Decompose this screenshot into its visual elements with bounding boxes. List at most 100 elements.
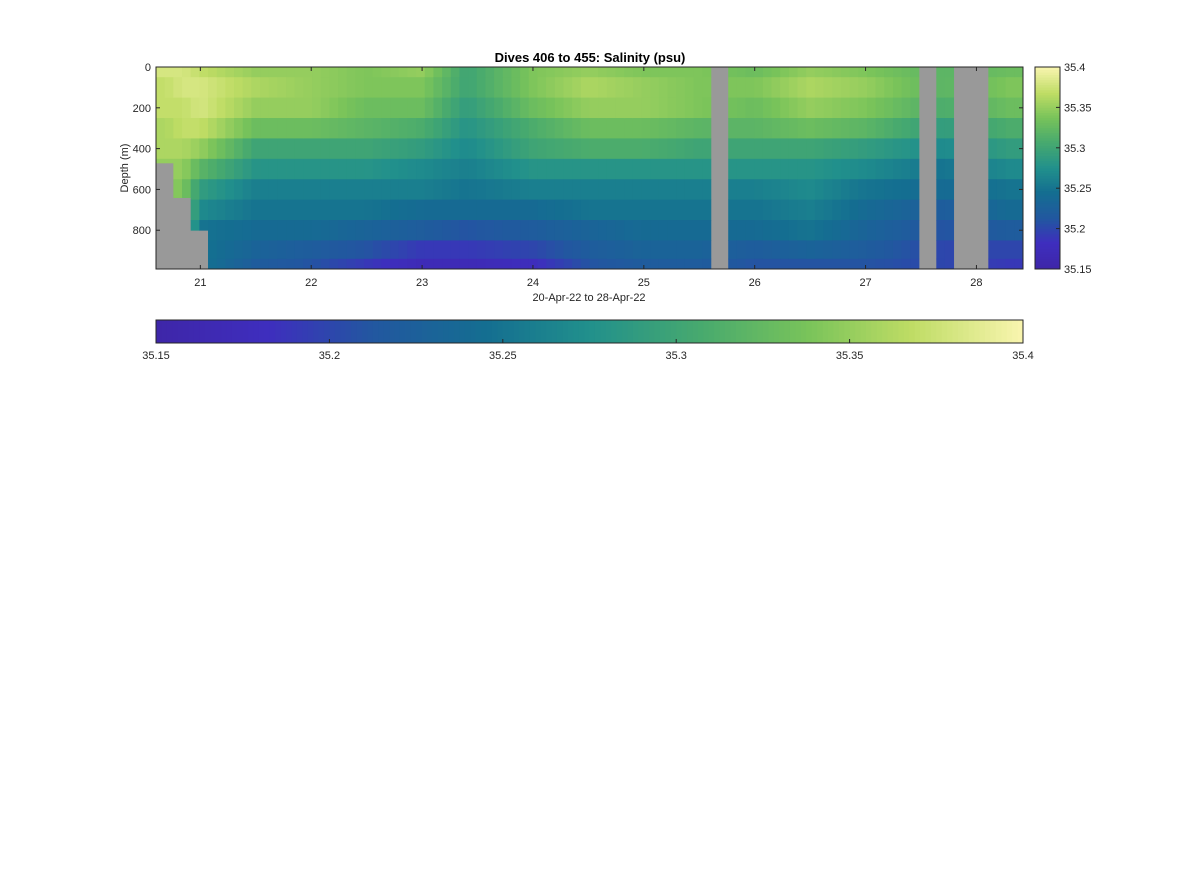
heatmap-cell [849,67,859,78]
heatmap-cell [156,118,166,139]
heatmap-cell [875,158,885,180]
heatmap-cell [554,77,564,98]
heatmap-cell [476,199,486,221]
heatmap-cell [814,199,824,221]
horizontal-colorbar-swatch [762,320,769,343]
horizontal-colorbar-swatch [594,320,601,343]
heatmap-cell [788,97,798,119]
heatmap-cell [589,97,599,119]
heatmap-cell [823,77,833,98]
heatmap-cell [762,67,772,78]
horizontal-colorbar-swatch [166,320,173,343]
horizontal-colorbar-tick-label: 35.25 [489,350,517,362]
heatmap-cell [528,138,538,160]
horizontal-colorbar-swatch [703,320,710,343]
horizontal-colorbar-swatch [437,320,444,343]
y-tick-label: 200 [133,103,151,115]
vertical-colorbar-swatch [1035,178,1060,182]
heatmap-cell [520,138,530,160]
heatmap-cell [320,97,330,119]
heatmap-cell [650,97,660,119]
heatmap-cell [199,158,209,180]
heatmap-cell [407,220,417,241]
heatmap-cell [814,158,824,180]
heatmap-cell [476,258,486,269]
heatmap-cell [866,97,877,119]
vertical-colorbar-swatch [1035,248,1060,252]
heatmap-cell [996,138,1007,160]
heatmap-cell [355,67,365,78]
heatmap-cell [658,258,668,269]
heatmap-cell [650,258,660,269]
heatmap-cell [294,138,304,160]
heatmap-cell [832,67,842,78]
heatmap-cell [615,77,625,98]
heatmap-cell [494,138,504,160]
heatmap-cell [892,258,903,269]
heatmap-cell [416,158,426,180]
heatmap-cell [762,258,772,269]
horizontal-colorbar-swatch [356,320,363,343]
heatmap-cell [190,220,200,231]
heatmap-cell [797,220,807,241]
heatmap-cell [450,179,460,201]
heatmap-cell [780,97,790,119]
horizontal-colorbar-swatch [459,320,466,343]
horizontal-colorbar-swatch [296,320,303,343]
heatmap-cell [260,179,270,201]
heatmap-cell [1014,158,1023,180]
heatmap-cell [320,77,330,98]
heatmap-cell [520,258,530,269]
heatmap-cell [771,118,781,139]
heatmap-cell [875,220,885,241]
heatmap-cell [814,118,824,139]
heatmap-cell [693,199,703,221]
horizontal-colorbar-swatch [1017,320,1024,343]
horizontal-colorbar-swatch [248,320,255,343]
heatmap-cell [424,158,434,180]
heatmap-cell [381,240,391,260]
heatmap-cell [468,97,478,119]
heatmap-cell [303,240,313,260]
heatmap-cell [892,67,903,78]
heatmap-cell [632,258,642,269]
heatmap-cell [346,199,356,221]
heatmap-cell [658,158,668,180]
heatmap-cell [667,199,677,221]
heatmap-cell [190,158,200,180]
heatmap-cell [676,258,686,269]
vertical-colorbar-swatch [1035,109,1060,113]
heatmap-cell [199,179,209,201]
heatmap-cell [303,97,313,119]
horizontal-colorbar-swatch [697,320,704,343]
heatmap-cell [537,240,547,260]
heatmap-cell [858,138,868,160]
heatmap-cell [433,118,443,139]
heatmap-cell [416,199,426,221]
heatmap-cell [1005,97,1015,119]
heatmap-cell [459,240,469,260]
heatmap-cell [676,118,686,139]
horizontal-colorbar-tick-label: 35.3 [665,350,686,362]
heatmap-cell [320,258,330,269]
heatmap-cell [606,258,616,269]
heatmap-cell [996,258,1007,269]
horizontal-colorbar-swatch [307,320,314,343]
horizontal-colorbar-swatch [784,320,791,343]
horizontal-colorbar-swatch [291,320,298,343]
heatmap-cell [797,118,807,139]
heatmap-cell [338,199,348,221]
horizontal-colorbar-swatch [361,320,368,343]
horizontal-colorbar-swatch [562,320,569,343]
heatmap-cell [667,97,677,119]
heatmap-cell [459,97,469,119]
heatmap-cell [832,220,842,241]
heatmap-cell [840,77,850,98]
horizontal-colorbar-swatch [752,320,758,343]
heatmap-cell [294,67,304,78]
heatmap-cell [312,258,322,269]
heatmap-cell [788,158,798,180]
heatmap-cell [563,118,573,139]
heatmap-cell [390,118,400,139]
horizontal-colorbar-swatch [735,320,742,343]
